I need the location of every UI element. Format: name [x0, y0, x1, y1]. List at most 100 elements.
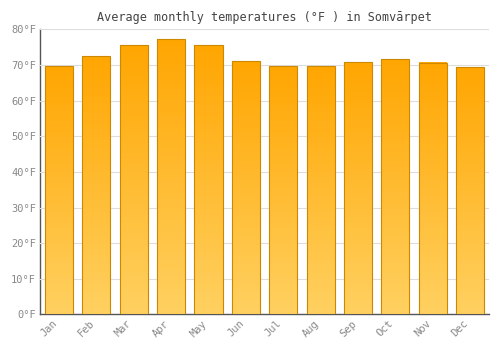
- Bar: [194, 72, 222, 75]
- Bar: [120, 200, 148, 203]
- Bar: [157, 139, 185, 142]
- Bar: [82, 134, 110, 137]
- Bar: [45, 84, 73, 88]
- Bar: [419, 69, 447, 72]
- Bar: [157, 215, 185, 218]
- Bar: [382, 273, 409, 276]
- Bar: [344, 106, 372, 109]
- Bar: [419, 292, 447, 295]
- Bar: [382, 91, 409, 94]
- Bar: [270, 289, 297, 293]
- Bar: [382, 180, 409, 183]
- Bar: [306, 234, 334, 237]
- Bar: [344, 204, 372, 207]
- Bar: [456, 184, 484, 188]
- Bar: [456, 160, 484, 163]
- Bar: [194, 85, 222, 89]
- Bar: [419, 214, 447, 217]
- Bar: [232, 257, 260, 260]
- Bar: [306, 88, 334, 91]
- Bar: [157, 245, 185, 249]
- Bar: [306, 132, 334, 135]
- Bar: [419, 147, 447, 151]
- Bar: [456, 237, 484, 240]
- Bar: [419, 311, 447, 314]
- Bar: [82, 137, 110, 140]
- Bar: [157, 101, 185, 104]
- Bar: [270, 125, 297, 128]
- Bar: [306, 162, 334, 166]
- Bar: [45, 227, 73, 231]
- Bar: [194, 187, 222, 190]
- Bar: [157, 38, 185, 42]
- Bar: [194, 244, 222, 247]
- Bar: [382, 244, 409, 247]
- Bar: [270, 75, 297, 78]
- Bar: [270, 280, 297, 283]
- Bar: [382, 119, 409, 122]
- Bar: [344, 194, 372, 198]
- Bar: [82, 72, 110, 76]
- Bar: [157, 259, 185, 263]
- Bar: [232, 140, 260, 143]
- Bar: [157, 42, 185, 46]
- Bar: [157, 170, 185, 173]
- Bar: [419, 248, 447, 251]
- Bar: [194, 230, 222, 233]
- Bar: [419, 289, 447, 292]
- Bar: [82, 195, 110, 198]
- Bar: [344, 191, 372, 195]
- Bar: [120, 186, 148, 190]
- Bar: [456, 200, 484, 203]
- Bar: [120, 89, 148, 92]
- Bar: [344, 299, 372, 302]
- Bar: [270, 205, 297, 209]
- Bar: [157, 97, 185, 101]
- Bar: [157, 204, 185, 208]
- Bar: [344, 305, 372, 308]
- Bar: [306, 221, 334, 225]
- Bar: [120, 78, 148, 82]
- Bar: [45, 237, 73, 240]
- Bar: [82, 279, 110, 282]
- Bar: [270, 202, 297, 205]
- Bar: [232, 92, 260, 96]
- Bar: [344, 311, 372, 314]
- Bar: [45, 224, 73, 228]
- Bar: [344, 270, 372, 273]
- Bar: [344, 62, 372, 65]
- Bar: [82, 259, 110, 263]
- Bar: [194, 139, 222, 143]
- Bar: [456, 101, 484, 104]
- Bar: [194, 304, 222, 308]
- Bar: [382, 59, 409, 314]
- Bar: [419, 154, 447, 157]
- Bar: [194, 45, 222, 49]
- Bar: [270, 265, 297, 268]
- Bar: [382, 282, 409, 286]
- Bar: [45, 181, 73, 184]
- Bar: [194, 58, 222, 62]
- Bar: [45, 97, 73, 100]
- Bar: [270, 181, 297, 184]
- Bar: [456, 110, 484, 113]
- Bar: [306, 128, 334, 132]
- Bar: [306, 240, 334, 243]
- Bar: [456, 256, 484, 259]
- Bar: [45, 168, 73, 172]
- Bar: [82, 211, 110, 214]
- Bar: [306, 215, 334, 218]
- Bar: [270, 196, 297, 200]
- Bar: [344, 144, 372, 147]
- Bar: [120, 217, 148, 220]
- Bar: [120, 156, 148, 159]
- Bar: [270, 66, 297, 69]
- Bar: [232, 89, 260, 92]
- Bar: [419, 179, 447, 182]
- Bar: [419, 150, 447, 154]
- Bar: [157, 252, 185, 256]
- Bar: [157, 159, 185, 163]
- Bar: [45, 140, 73, 143]
- Bar: [45, 187, 73, 190]
- Bar: [157, 73, 185, 77]
